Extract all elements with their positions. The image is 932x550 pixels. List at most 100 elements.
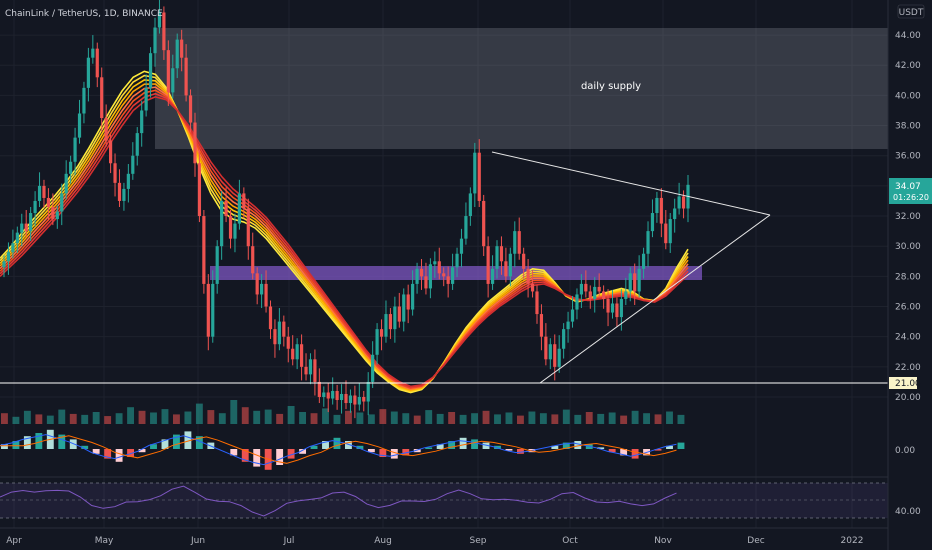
candle-body <box>233 223 237 239</box>
daily-supply-label: daily supply <box>581 81 641 92</box>
triangle-lower-line[interactable] <box>539 214 771 384</box>
time-tick-2022: 2022 <box>841 536 864 546</box>
volume-bar <box>597 413 605 424</box>
macd-bar <box>402 449 410 456</box>
candle-body <box>215 246 219 284</box>
candle-body <box>282 321 286 337</box>
volume-bar <box>253 410 261 424</box>
volume-bar <box>402 413 410 424</box>
volume-bar <box>46 415 54 424</box>
price-tick-32.00: 32.00 <box>895 212 921 222</box>
candle-body <box>251 246 255 274</box>
volume-bar <box>23 410 31 424</box>
candle-body <box>180 39 184 58</box>
macd-bar <box>620 449 628 456</box>
candle-body <box>366 381 370 402</box>
volume-bar <box>517 415 524 424</box>
volume-bar <box>459 414 467 424</box>
daily-supply-zone[interactable] <box>155 28 888 149</box>
candle-body <box>135 133 139 156</box>
volume-bar <box>471 413 479 424</box>
candle-body <box>211 283 215 337</box>
macd-bar <box>253 449 261 467</box>
candle-body <box>393 306 397 330</box>
candle-body <box>255 273 259 295</box>
candle-body <box>468 193 472 217</box>
candle-body <box>419 268 424 277</box>
currency-label: USDT <box>899 8 924 18</box>
triangle-upper-line[interactable] <box>491 151 771 216</box>
candle-body <box>362 397 366 402</box>
candle-body <box>402 294 406 322</box>
candle-body <box>140 110 144 134</box>
purple-zone[interactable] <box>210 266 702 280</box>
candle-body <box>677 196 681 209</box>
candle-body <box>15 232 19 244</box>
signal-line <box>0 435 677 464</box>
volume-bar <box>104 416 112 424</box>
candle-body <box>628 273 632 292</box>
candle-body <box>286 336 290 349</box>
candle-body <box>166 50 170 93</box>
candle-body <box>64 173 68 194</box>
volume-bar <box>138 410 146 424</box>
volume-bar <box>436 413 444 424</box>
candle-body <box>264 283 268 307</box>
candles <box>2 0 690 419</box>
candle-body <box>375 329 379 355</box>
candle-body <box>33 200 37 214</box>
candle-body <box>193 122 197 164</box>
candle-body <box>619 298 623 318</box>
support-level-value: 21.00 <box>895 379 921 389</box>
candle-body <box>299 344 304 367</box>
volume-bar <box>35 414 43 424</box>
macd-bar <box>379 449 387 457</box>
volume-bar <box>608 412 616 424</box>
candle-body <box>566 321 570 330</box>
candle-body <box>579 283 584 295</box>
volume-bar <box>666 411 673 424</box>
price-tick-40.00: 40.00 <box>895 91 921 101</box>
candle-body <box>148 53 153 88</box>
candle-body <box>584 283 588 292</box>
macd-bar <box>436 444 444 449</box>
candle-body <box>490 268 495 284</box>
macd-bar <box>115 449 123 462</box>
macd-bar <box>345 441 352 449</box>
macd-bar <box>597 447 605 449</box>
macd-bar <box>276 449 284 465</box>
volume-bar <box>539 413 547 424</box>
candle-body <box>499 246 504 262</box>
candle-body <box>317 381 321 397</box>
candle-body <box>633 273 637 292</box>
candle-body <box>108 140 113 164</box>
macd-bar <box>81 445 89 449</box>
macd-bar <box>138 449 146 453</box>
time-tick-Aug: Aug <box>374 536 392 546</box>
candle-body <box>486 246 490 284</box>
time-tick-Apr: Apr <box>6 536 22 546</box>
volume-bar <box>356 412 364 424</box>
candle-body <box>624 291 628 299</box>
candle-body <box>415 268 419 284</box>
price-axis[interactable] <box>888 0 932 550</box>
candle-body <box>517 231 521 254</box>
last-price-value: 34.07 <box>895 182 921 192</box>
candle-body <box>424 276 428 289</box>
volume-bar <box>345 410 352 424</box>
candle-body <box>100 77 104 119</box>
volume-bar <box>150 412 157 424</box>
candle-body <box>650 213 655 232</box>
volume-bar <box>264 409 272 424</box>
macd-bar <box>58 434 66 449</box>
macd-bar <box>69 439 77 449</box>
currency-badge[interactable] <box>897 4 925 19</box>
price-tick-20.00: 20.00 <box>895 393 921 403</box>
price-tick-28.00: 28.00 <box>895 272 921 282</box>
candle-body <box>51 206 55 220</box>
volume-bar <box>241 407 249 424</box>
candle-body <box>162 12 166 51</box>
candle-body <box>228 216 233 239</box>
rsi-line <box>0 485 677 517</box>
